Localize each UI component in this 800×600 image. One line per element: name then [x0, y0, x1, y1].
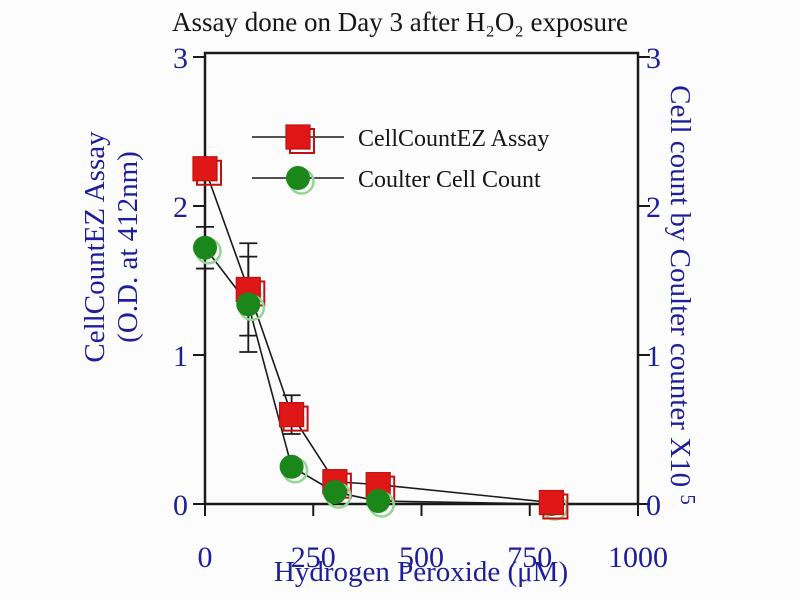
legend-label-cellcountez: CellCountEZ Assay: [358, 126, 549, 152]
y-tick-label-right: 2: [646, 191, 661, 224]
red-square-marker: [192, 156, 218, 182]
red-square-marker: [538, 489, 565, 516]
y-axis-label-left-line2: (O.D. at 412nm): [112, 151, 144, 343]
data-series-group: [192, 156, 569, 521]
y-tick-label-left: 3: [173, 42, 188, 75]
x-axis-label: Hydrogen Peroxide (μM): [274, 556, 568, 588]
red-square-marker: [279, 402, 305, 428]
x-tick-label: 1000: [608, 541, 668, 574]
green-circle-marker: [236, 292, 261, 317]
green-circle-marker: [366, 489, 391, 514]
red-square-marker: [285, 124, 311, 150]
y-axis-label-right-text: Cell count by Coulter counter X10: [664, 85, 696, 487]
y-axis-label-right: Cell count by Coulter counter X10 5: [664, 85, 700, 505]
y-tick-label-right: 1: [646, 340, 661, 373]
x-tick-label: 500: [399, 541, 444, 574]
x-tick-label: 250: [291, 541, 336, 574]
plot-frame: [203, 51, 640, 506]
x-tick-label: 750: [507, 541, 552, 574]
legend-marker-red-square: [252, 124, 344, 154]
green-circle-marker: [322, 480, 347, 505]
green-circle-marker: [193, 235, 217, 260]
legend-label-coulter: Coulter Cell Count: [358, 167, 541, 193]
y-axis-label-right-superscript: 5: [676, 494, 700, 505]
axis-ticks-group: 0 250 500 750 1000 0 1 2 3 0 1 2 3: [173, 42, 668, 574]
plot-frame-group: [203, 51, 640, 506]
legend: CellCountEZ Assay Coulter Cell Count: [252, 124, 549, 195]
series-line-red: [204, 168, 552, 504]
y-axis-label-left-line1: CellCountEZ Assay: [79, 131, 111, 363]
green-circle-marker: [286, 166, 310, 190]
chart-title: Assay done on Day 3 after H₂O₂ exposure: [172, 7, 628, 37]
y-tick-label-right: 3: [646, 42, 661, 75]
green-circle-marker: [279, 454, 304, 479]
y-tick-label-left: 0: [173, 489, 188, 522]
y-tick-label-left: 1: [173, 340, 188, 373]
y-tick-label-right: 0: [646, 489, 661, 522]
legend-marker-green-circle: [252, 166, 344, 195]
y-tick-label-left: 2: [173, 191, 188, 224]
x-tick-label: 0: [198, 541, 213, 574]
